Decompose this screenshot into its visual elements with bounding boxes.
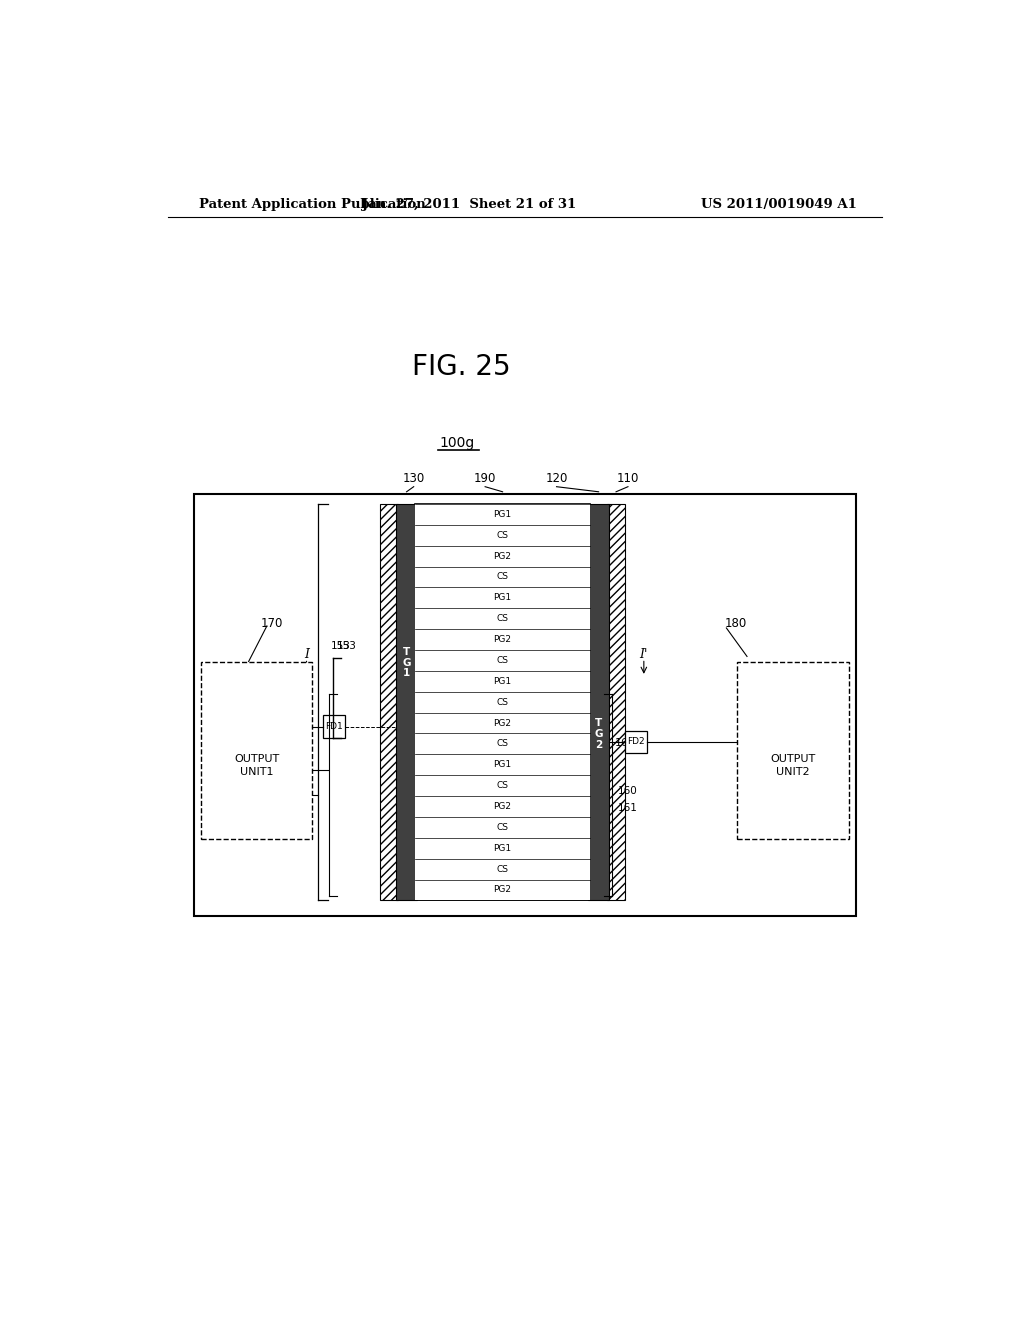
Text: 150: 150 <box>280 789 301 800</box>
Bar <box>416 504 590 900</box>
Bar <box>416 671 590 692</box>
Text: PG1: PG1 <box>494 843 512 853</box>
Text: CS: CS <box>497 698 509 706</box>
Bar <box>416 796 590 817</box>
Text: Patent Application Publication: Patent Application Publication <box>200 198 426 211</box>
Text: US 2011/0019049 A1: US 2011/0019049 A1 <box>700 198 857 211</box>
Text: FD2: FD2 <box>627 738 645 746</box>
Text: PG1: PG1 <box>494 760 512 770</box>
Bar <box>416 545 590 566</box>
Text: CS: CS <box>497 822 509 832</box>
Text: OUTPUT
UNIT1: OUTPUT UNIT1 <box>233 754 280 777</box>
Bar <box>416 838 590 858</box>
Text: CS: CS <box>497 656 509 665</box>
Bar <box>416 566 590 587</box>
Text: PG2: PG2 <box>494 886 512 895</box>
Bar <box>416 587 590 609</box>
Text: 130: 130 <box>402 473 425 484</box>
Text: PG1: PG1 <box>494 594 512 602</box>
Text: 120: 120 <box>546 473 567 484</box>
Bar <box>194 494 856 916</box>
Bar <box>416 817 590 838</box>
Text: I': I' <box>640 648 648 661</box>
Text: 180: 180 <box>725 618 748 631</box>
Text: 153: 153 <box>331 642 350 651</box>
Bar <box>416 754 590 775</box>
Text: PG2: PG2 <box>494 635 512 644</box>
Text: T
G
1: T G 1 <box>402 647 411 678</box>
Text: 161: 161 <box>617 803 638 813</box>
Text: PG2: PG2 <box>494 718 512 727</box>
Text: CS: CS <box>497 614 509 623</box>
Text: I: I <box>304 648 309 661</box>
Text: 100g: 100g <box>439 436 475 450</box>
Bar <box>625 731 647 752</box>
Text: 110: 110 <box>616 473 639 484</box>
Bar <box>416 649 590 671</box>
Text: 163: 163 <box>615 738 636 748</box>
Bar <box>416 775 590 796</box>
Bar <box>380 504 397 900</box>
Bar <box>324 715 345 738</box>
Text: PG1: PG1 <box>494 510 512 519</box>
Bar <box>416 504 590 525</box>
Bar <box>416 858 590 879</box>
Text: 153: 153 <box>337 642 356 651</box>
Text: CS: CS <box>497 739 509 748</box>
Text: T
G
2: T G 2 <box>594 718 603 750</box>
Bar <box>416 692 590 713</box>
Text: Jan. 27, 2011  Sheet 21 of 31: Jan. 27, 2011 Sheet 21 of 31 <box>362 198 577 211</box>
Text: CS: CS <box>497 865 509 874</box>
Text: PG2: PG2 <box>494 803 512 810</box>
Text: 190: 190 <box>474 473 497 484</box>
Text: CS: CS <box>497 781 509 791</box>
Bar <box>737 661 849 840</box>
Text: FD1: FD1 <box>326 722 343 731</box>
Bar <box>588 504 609 900</box>
Bar <box>396 504 417 900</box>
Bar <box>416 734 590 754</box>
Bar <box>416 609 590 630</box>
Bar <box>416 630 590 649</box>
Text: FIG. 25: FIG. 25 <box>412 352 511 380</box>
Bar <box>416 525 590 545</box>
Bar <box>201 661 312 840</box>
Bar <box>416 879 590 900</box>
Text: 151: 151 <box>288 766 309 775</box>
Text: CS: CS <box>497 573 509 582</box>
Bar <box>416 713 590 734</box>
Bar <box>607 504 625 900</box>
Text: 170: 170 <box>260 618 283 631</box>
Text: OUTPUT
UNIT2: OUTPUT UNIT2 <box>770 754 816 777</box>
Text: 160: 160 <box>617 785 637 796</box>
Text: CS: CS <box>497 531 509 540</box>
Text: PG1: PG1 <box>494 677 512 686</box>
Text: PG2: PG2 <box>494 552 512 561</box>
